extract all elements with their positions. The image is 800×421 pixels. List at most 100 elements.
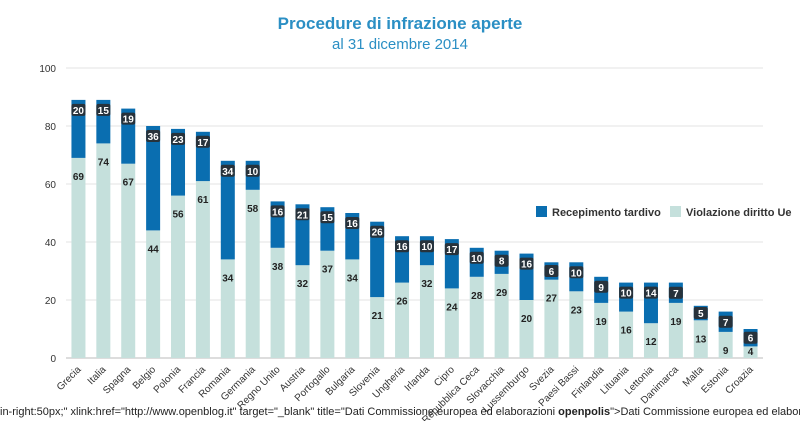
data-label-box-recepimento bbox=[320, 211, 335, 224]
data-label-recepimento: 9 bbox=[598, 283, 604, 294]
data-label-box-recepimento bbox=[395, 240, 410, 253]
bar-violazione bbox=[494, 273, 509, 358]
data-label-violazione: 37 bbox=[322, 265, 334, 276]
data-label-recepimento: 16 bbox=[521, 260, 533, 271]
data-label-violazione: 4 bbox=[748, 347, 754, 358]
bar-violazione bbox=[718, 331, 733, 358]
legend-label-recepimento: Recepimento tardivo bbox=[552, 207, 661, 219]
data-label-box-recepimento bbox=[643, 286, 658, 299]
footer-brand-1: openpolis bbox=[558, 406, 611, 418]
y-tick-label: 0 bbox=[50, 354, 56, 365]
bar-violazione bbox=[743, 346, 758, 358]
y-tick-label: 100 bbox=[39, 64, 56, 75]
data-label-recepimento: 16 bbox=[272, 207, 284, 218]
data-label-recepimento: 23 bbox=[172, 135, 184, 146]
data-label-recepimento: 10 bbox=[621, 289, 633, 300]
data-label-violazione: 32 bbox=[421, 279, 433, 290]
footer-text-start: in-right:50px;" xlink:href="http://www.o… bbox=[0, 406, 559, 418]
data-label-box-recepimento bbox=[171, 132, 186, 145]
data-label-violazione: 74 bbox=[98, 157, 110, 168]
x-tick-label: Grecia bbox=[55, 364, 84, 393]
data-label-violazione: 69 bbox=[73, 172, 85, 183]
data-label-recepimento: 6 bbox=[549, 267, 555, 278]
footer-text-middle: ">Dati Commissione europea ed elaborazio… bbox=[610, 406, 800, 418]
data-label-box-recepimento bbox=[594, 280, 609, 293]
data-label-recepimento: 16 bbox=[396, 242, 408, 253]
bar-violazione bbox=[195, 181, 210, 358]
legend-swatch-violazione bbox=[670, 206, 681, 217]
data-label-recepimento: 21 bbox=[297, 210, 309, 221]
data-label-recepimento: 10 bbox=[471, 254, 483, 265]
data-label-box-recepimento bbox=[121, 112, 136, 125]
data-label-box-recepimento bbox=[295, 208, 310, 221]
bar-violazione bbox=[444, 288, 459, 358]
bar-recepimento bbox=[146, 126, 161, 231]
y-tick-label: 80 bbox=[45, 122, 57, 133]
data-label-box-recepimento bbox=[345, 217, 360, 229]
data-label-recepimento: 10 bbox=[247, 167, 259, 178]
data-label-box-recepimento bbox=[743, 331, 758, 344]
bar-violazione bbox=[594, 302, 609, 358]
data-label-box-recepimento bbox=[195, 135, 210, 148]
data-label-box-recepimento bbox=[668, 286, 683, 299]
data-label-violazione: 26 bbox=[396, 297, 408, 308]
bar-recepimento bbox=[370, 221, 385, 298]
bar-violazione bbox=[693, 320, 708, 358]
data-label-box-recepimento bbox=[270, 205, 285, 218]
data-label-recepimento: 7 bbox=[723, 318, 729, 329]
data-label-violazione: 28 bbox=[471, 291, 483, 302]
data-label-box-recepimento bbox=[146, 130, 161, 142]
source-footer: in-right:50px;" xlink:href="http://www.o… bbox=[0, 406, 800, 421]
chart-subtitle: al 31 dicembre 2014 bbox=[332, 36, 468, 53]
data-label-box-recepimento bbox=[444, 243, 459, 256]
x-tick-label: Irlanda bbox=[403, 364, 433, 394]
data-label-violazione: 9 bbox=[723, 346, 729, 357]
data-label-box-recepimento bbox=[96, 103, 111, 116]
data-label-violazione: 58 bbox=[247, 204, 259, 215]
data-label-violazione: 21 bbox=[372, 311, 384, 322]
bar-violazione bbox=[220, 259, 235, 358]
bar-violazione bbox=[96, 143, 111, 358]
data-label-violazione: 23 bbox=[571, 305, 583, 316]
data-label-box-recepimento bbox=[519, 257, 534, 270]
data-label-recepimento: 17 bbox=[197, 138, 209, 149]
bar-violazione bbox=[345, 259, 360, 358]
bar-violazione bbox=[668, 302, 683, 358]
bar-violazione bbox=[245, 189, 260, 358]
data-label-recepimento: 6 bbox=[748, 334, 754, 345]
bar-violazione bbox=[121, 163, 136, 358]
data-label-recepimento: 20 bbox=[73, 106, 85, 117]
bar-violazione bbox=[171, 195, 186, 358]
y-tick-label: 40 bbox=[45, 238, 57, 249]
data-label-box-recepimento bbox=[494, 254, 509, 267]
data-label-violazione: 19 bbox=[596, 317, 608, 328]
data-label-recepimento: 8 bbox=[499, 257, 505, 268]
data-label-box-recepimento bbox=[544, 265, 559, 277]
data-label-violazione: 13 bbox=[695, 334, 707, 345]
data-label-violazione: 44 bbox=[148, 244, 160, 255]
data-label-recepimento: 10 bbox=[421, 242, 433, 253]
x-tick-label: Croazia bbox=[724, 364, 756, 396]
bar-violazione bbox=[270, 247, 285, 358]
data-label-violazione: 67 bbox=[123, 178, 135, 189]
data-label-violazione: 16 bbox=[621, 326, 633, 337]
bar-violazione bbox=[146, 230, 161, 358]
data-label-violazione: 32 bbox=[297, 279, 309, 290]
chart-title: Procedure di infrazione aperte bbox=[277, 14, 523, 33]
bar-recepimento bbox=[220, 160, 235, 260]
data-label-violazione: 56 bbox=[172, 210, 184, 221]
data-label-box-recepimento bbox=[245, 164, 260, 177]
bar-violazione bbox=[469, 276, 484, 358]
data-label-recepimento: 15 bbox=[322, 213, 334, 224]
data-label-violazione: 29 bbox=[496, 288, 508, 299]
data-label-recepimento: 36 bbox=[148, 132, 160, 143]
bar-violazione bbox=[295, 265, 310, 358]
data-label-violazione: 20 bbox=[521, 314, 533, 325]
data-label-box-recepimento bbox=[71, 103, 86, 116]
data-label-recepimento: 34 bbox=[222, 167, 234, 178]
data-label-recepimento: 17 bbox=[446, 245, 458, 256]
data-label-violazione: 27 bbox=[546, 294, 558, 305]
data-label-violazione: 61 bbox=[197, 195, 209, 206]
data-label-violazione: 12 bbox=[645, 337, 657, 348]
legend-swatch-recepimento bbox=[536, 206, 547, 217]
